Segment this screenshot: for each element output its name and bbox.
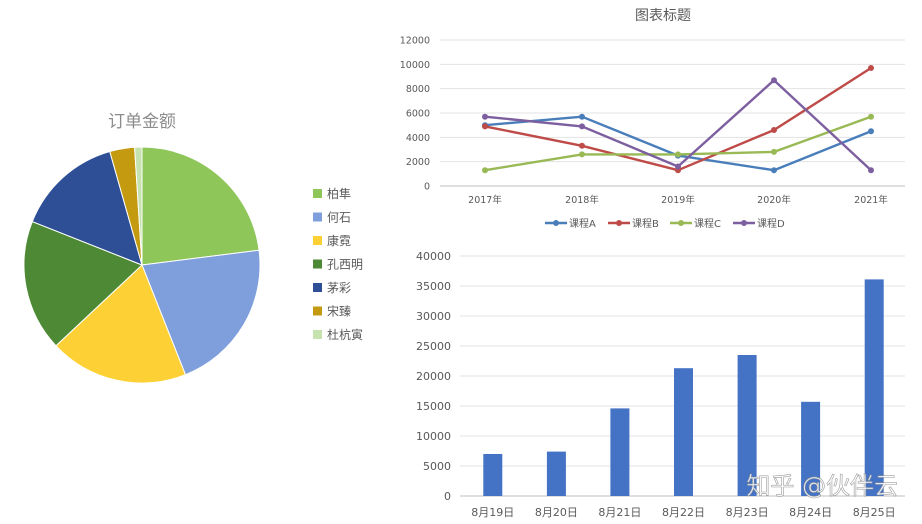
line-point: [771, 167, 777, 174]
pie-legend-swatch-5: [313, 283, 322, 292]
bar-chart: 0 5000 10000 15000 20000 25000 30000 35000 40000…: [416, 250, 905, 519]
bar-y-tick-label: 0: [444, 490, 451, 503]
line-point: [579, 113, 585, 120]
pie-slice-2: [141, 249, 261, 376]
line-gridlines: [440, 39, 905, 187]
bar-3: [610, 408, 630, 496]
line-x-tick-label: 2021年: [854, 194, 888, 206]
bar-x-tick-label: 8月24日: [789, 506, 832, 519]
line-x-tick-label: 2019年: [661, 194, 695, 206]
bar-x-tick-label: 8月20日: [535, 506, 578, 519]
pie-slice-7: [134, 146, 143, 266]
line-point: [675, 151, 681, 158]
bar-x-tick-label: 8月19日: [471, 506, 514, 519]
line-series-group: [482, 65, 874, 174]
bar-y-tick-label: 40000: [416, 250, 451, 263]
line-y-ticks: 0 2000 4000 6000 8000 10000 12000: [400, 36, 430, 193]
line-x-tick-label: 2018年: [565, 194, 599, 206]
line-y-tick-label: 10000: [400, 60, 430, 71]
line-legend-marker-1: [553, 220, 559, 226]
line-point: [771, 127, 777, 133]
line-point: [868, 113, 874, 120]
line-legend-marker-2: [616, 220, 622, 226]
pie-legend-label-6: 宋臻: [327, 304, 351, 319]
bar-y-tick-label: 35000: [416, 280, 451, 293]
line-point: [771, 148, 777, 155]
pie-legend-label-7: 杜杭寅: [327, 327, 363, 342]
bar-1: [483, 454, 503, 496]
pie-legend-swatch-6: [313, 306, 322, 316]
watermark-text: 知乎 @伙伴云: [746, 472, 898, 500]
line-legend-marker-3: [678, 220, 684, 226]
line-point: [579, 151, 585, 158]
line-point: [482, 167, 488, 174]
bar-y-tick-label: 10000: [416, 430, 451, 443]
bar-x-ticks: 8月19日 8月20日 8月21日 8月22日 8月23日 8月24日 8月25日: [471, 506, 895, 519]
bar-x-tick-label: 8月21日: [598, 506, 641, 519]
line-legend-label-3: 课程C: [694, 218, 721, 230]
line-legend-marker-4: [741, 220, 747, 226]
line-point: [771, 77, 777, 84]
line-legend: 课程A 课程B 课程C 课程D: [545, 218, 785, 230]
line-point: [868, 167, 874, 174]
pie-slices: [23, 146, 261, 384]
line-y-tick-label: 2000: [406, 157, 430, 168]
pie-legend-label-1: 柏隼: [327, 186, 351, 201]
line-series-1: [484, 115, 872, 172]
pie-legend-swatch-7: [313, 330, 322, 339]
line-point: [579, 142, 585, 149]
line-point: [482, 123, 488, 130]
pie-legend-swatch-4: [313, 259, 322, 269]
bar-y-tick-label: 15000: [416, 400, 451, 413]
bar-x-tick-label: 8月22日: [662, 506, 705, 519]
line-x-ticks: 2017年 2018年 2019年 2020年 2021年: [468, 194, 888, 206]
line-y-tick-label: 6000: [406, 109, 430, 120]
pie-legend-label-5: 茅彩: [327, 281, 351, 295]
line-y-tick-label: 0: [424, 182, 430, 193]
bar-y-tick-label: 25000: [416, 340, 451, 353]
bar-5: [737, 355, 757, 496]
bar-y-ticks: 0 5000 10000 15000 20000 25000 30000 35000 40000: [416, 250, 451, 503]
line-series-3: [484, 115, 872, 172]
bar-y-tick-label: 5000: [423, 460, 451, 473]
bar-7: [864, 279, 884, 496]
pie-legend-label-4: 孔西明: [327, 258, 363, 272]
line-x-tick-label: 2017年: [468, 194, 502, 206]
pie-slice-4: [23, 220, 143, 347]
line-y-tick-label: 8000: [406, 84, 430, 95]
pie-slice-5: [31, 150, 143, 266]
line-point: [675, 163, 681, 170]
pie-slice-3: [55, 264, 187, 384]
line-point: [482, 113, 488, 120]
pie-legend-label-3: 康霓: [327, 233, 351, 248]
bar-y-tick-label: 30000: [416, 310, 451, 323]
line-point: [579, 123, 585, 130]
pie-slice-1: [141, 146, 260, 266]
pie-legend-swatch-3: [313, 236, 322, 245]
bar-y-tick-label: 20000: [416, 370, 451, 383]
bar-4: [674, 368, 693, 496]
pie-legend-swatch-2: [313, 212, 322, 222]
bar-x-tick-label: 8月23日: [726, 506, 769, 519]
pie-legend-label-2: 何石: [327, 211, 351, 225]
line-title: 图表标题: [635, 8, 691, 24]
bar-bars: [483, 279, 884, 496]
bar-6: [801, 401, 821, 496]
line-legend-label-4: 课程D: [757, 218, 785, 230]
bar-2: [546, 451, 566, 496]
line-point: [868, 65, 874, 71]
pie-legend-swatch-1: [313, 189, 322, 198]
pie-title: 订单金额: [108, 112, 176, 132]
line-y-tick-label: 12000: [400, 36, 430, 47]
line-y-tick-label: 4000: [406, 133, 430, 144]
line-legend-label-2: 课程B: [632, 218, 659, 230]
line-legend-label-1: 课程A: [569, 218, 596, 230]
line-x-tick-label: 2020年: [757, 194, 791, 206]
bar-x-tick-label: 8月25日: [853, 506, 896, 519]
line-point: [868, 128, 874, 135]
